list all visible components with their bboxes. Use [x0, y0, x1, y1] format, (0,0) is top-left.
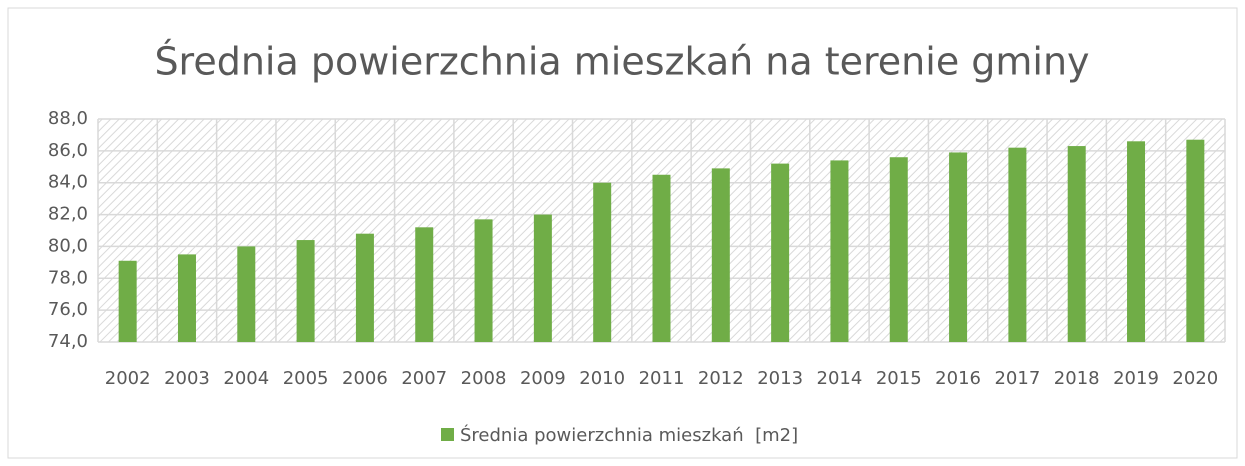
bar [296, 240, 315, 342]
y-tick-label: 78,0 [48, 267, 88, 288]
y-tick-label: 82,0 [48, 204, 88, 225]
bar [1067, 146, 1086, 342]
x-tick-label: 2014 [817, 368, 863, 389]
x-tick-label: 2004 [223, 368, 269, 389]
x-tick-label: 2012 [698, 368, 744, 389]
chart-title: Średnia powierzchnia mieszkań na terenie… [154, 40, 1089, 84]
x-tick-label: 2007 [401, 368, 447, 389]
x-tick-label: 2018 [1054, 368, 1100, 389]
legend-label: Średnia powierzchnia mieszkań [m2] [460, 424, 798, 446]
bar [949, 152, 968, 342]
bar [415, 227, 434, 342]
bar [830, 160, 849, 342]
bar [652, 174, 671, 342]
x-tick-label: 2011 [639, 368, 685, 389]
bar [711, 168, 730, 342]
x-tick-label: 2017 [994, 368, 1040, 389]
x-tick-label: 2016 [935, 368, 981, 389]
y-tick-label: 88,0 [48, 108, 88, 129]
x-tick-label: 2005 [283, 368, 329, 389]
bar [1127, 141, 1146, 342]
x-tick-label: 2013 [757, 368, 803, 389]
x-tick-label: 2019 [1113, 368, 1159, 389]
bar [118, 260, 137, 342]
bar [771, 163, 790, 342]
bar [177, 254, 196, 342]
x-tick-label: 2002 [105, 368, 151, 389]
x-tick-label: 2009 [520, 368, 566, 389]
bar [1008, 147, 1027, 342]
x-tick-label: 2003 [164, 368, 210, 389]
y-tick-label: 86,0 [48, 140, 88, 161]
x-tick-label: 2008 [461, 368, 507, 389]
y-tick-label: 84,0 [48, 172, 88, 193]
x-tick-label: 2010 [579, 368, 625, 389]
bar [889, 157, 908, 342]
bar [474, 219, 493, 342]
y-tick-label: 74,0 [48, 331, 88, 352]
x-tick-label: 2015 [876, 368, 922, 389]
bar [593, 182, 612, 342]
y-tick-label: 80,0 [48, 235, 88, 256]
y-tick-label: 76,0 [48, 299, 88, 320]
bar [533, 214, 552, 342]
legend-swatch [441, 428, 454, 441]
x-tick-label: 2006 [342, 368, 388, 389]
bar [237, 246, 256, 342]
bar [355, 233, 374, 342]
bar [1186, 139, 1205, 342]
x-tick-label: 2020 [1172, 368, 1218, 389]
